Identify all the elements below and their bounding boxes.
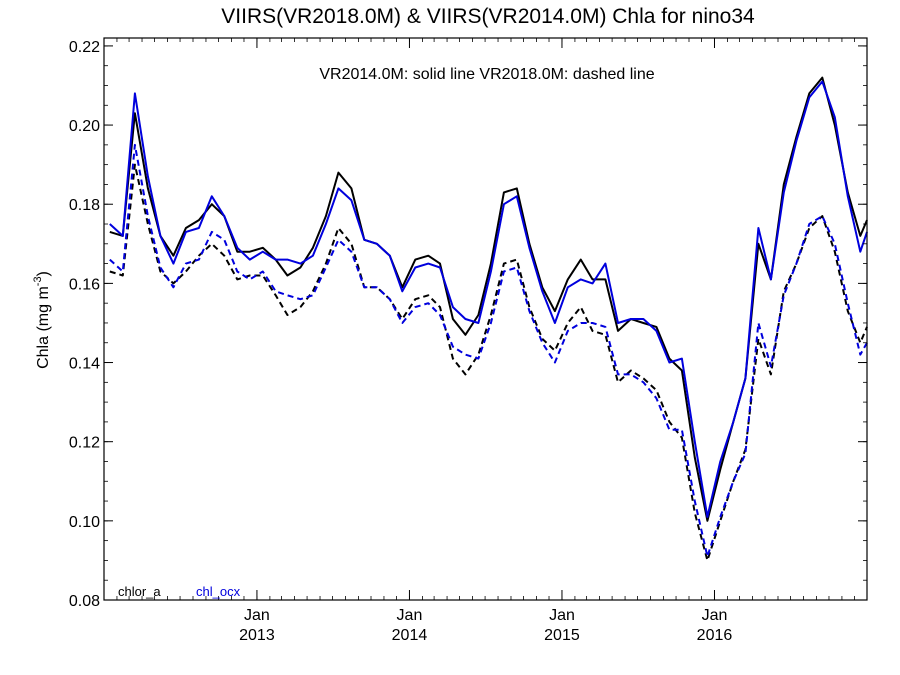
line-style-annotation: VR2014.0M: solid line VR2018.0M: dashed … [319, 66, 654, 83]
legend-chl-ocx: chl_ocx [196, 584, 241, 599]
chart-title: VIIRS(VR2018.0M) & VIIRS(VR2014.0M) Chla… [221, 5, 755, 28]
series-line-chl-ocx-vr2014-0m [109, 80, 868, 518]
y-tick-label: 0.08 [69, 593, 100, 610]
x-tick-month-label: Jan [397, 607, 423, 624]
y-tick-label: 0.12 [69, 435, 100, 452]
y-tick-label: 0.16 [69, 276, 100, 293]
y-axis-label: Chla (mg m-3) [32, 271, 52, 369]
x-tick-year-label: 2016 [697, 627, 733, 644]
series-line-chl-ocx-vr2018-0m [109, 143, 868, 558]
x-tick-month-label: Jan [549, 607, 575, 624]
y-tick-label: 0.14 [69, 356, 100, 373]
series-line-chlor-a-vr2018-0m [109, 163, 868, 562]
x-tick-month-label: Jan [244, 607, 270, 624]
x-tick-month-label: Jan [702, 607, 728, 624]
series-layer [109, 76, 868, 562]
y-tick-label: 0.20 [69, 118, 100, 135]
y-tick-label: 0.18 [69, 197, 100, 214]
y-tick-label: 0.22 [69, 39, 100, 56]
y-tick-label: 0.10 [69, 514, 100, 531]
y-axis-label-superscript: -3 [32, 276, 44, 286]
y-axis-label-text: Chla (mg m [35, 286, 52, 369]
x-tick-year-label: 2015 [544, 627, 580, 644]
series-line-chlor-a-vr2014-0m [109, 76, 868, 522]
legend-chlor-a: chlor_a [118, 584, 161, 599]
x-tick-year-label: 2013 [239, 627, 275, 644]
x-tick-year-label: 2014 [392, 627, 428, 644]
plot-frame [103, 37, 868, 601]
axis-layer: 0.08 0.10 0.12 0.14 0.16 0.18 0.20 0.22 Jan 2013 J… [69, 38, 867, 644]
y-axis-label-close: ) [35, 271, 52, 276]
